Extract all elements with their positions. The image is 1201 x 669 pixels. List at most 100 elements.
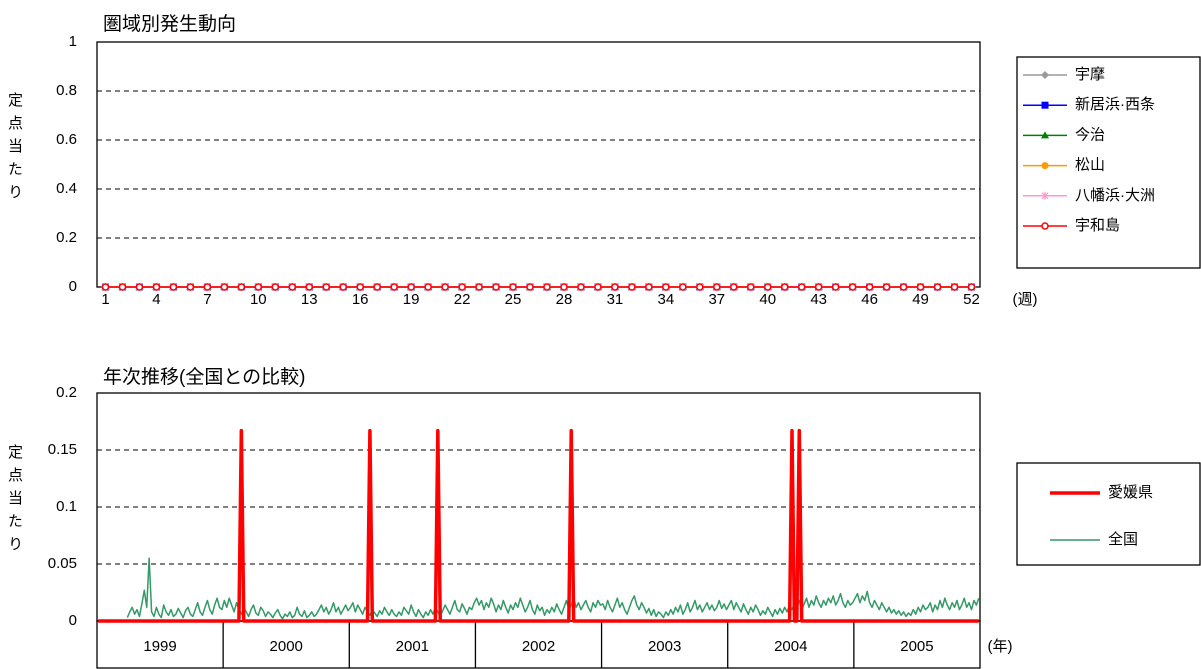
x-tick-label: 2004 — [774, 638, 807, 655]
marker — [254, 283, 263, 291]
legend-marker — [1041, 131, 1049, 139]
x-tick-label: 37 — [708, 291, 725, 308]
x-tick-label: 2002 — [522, 638, 555, 655]
x-tick-label: 13 — [301, 291, 318, 308]
legend-label: 今治 — [1075, 126, 1105, 143]
legend-label: 愛媛県 — [1108, 484, 1153, 501]
y-tick-label: 0.8 — [56, 82, 77, 99]
legend-label: 松山 — [1075, 157, 1105, 174]
legend-label: 八幡浜·大洲 — [1075, 187, 1155, 204]
marker — [186, 283, 195, 291]
marker — [373, 283, 381, 291]
x-tick-label: 34 — [658, 291, 675, 308]
marker — [645, 283, 653, 291]
x-tick-label: 40 — [759, 291, 776, 308]
y-tick-label: 0 — [69, 612, 77, 629]
legend-marker — [1041, 222, 1049, 230]
series-line — [126, 557, 980, 620]
marker — [594, 283, 602, 291]
marker — [509, 283, 517, 291]
marker — [441, 283, 449, 291]
y-tick-label: 0.05 — [48, 555, 77, 572]
y-tick-label: 0.2 — [56, 229, 77, 246]
chart-title: 圏域別発生動向 — [103, 13, 236, 35]
y-tick-label: 0.2 — [56, 384, 77, 401]
marker — [899, 283, 908, 291]
legend-label: 新居浜·西条 — [1075, 96, 1155, 113]
marker — [763, 283, 772, 291]
x-tick-label: 2005 — [900, 638, 933, 655]
marker — [797, 283, 806, 291]
marker — [865, 283, 874, 291]
marker — [560, 283, 568, 291]
y-axis-label: 定点当たり — [6, 92, 23, 207]
marker — [271, 283, 280, 291]
legend-marker — [1041, 191, 1049, 200]
marker — [322, 283, 330, 291]
marker — [662, 283, 670, 291]
marker — [882, 283, 891, 291]
marker — [780, 283, 789, 291]
marker — [967, 283, 976, 291]
x-tick-label: 46 — [861, 291, 878, 308]
legend-label: 宇摩 — [1075, 65, 1105, 83]
plot-frame — [96, 41, 981, 288]
marker — [339, 283, 347, 291]
x-tick-label: 1 — [101, 291, 109, 308]
marker — [814, 283, 823, 291]
x-axis-label: (年) — [988, 638, 1013, 655]
y-axis-label: 定点当たり — [6, 444, 23, 559]
marker — [730, 283, 738, 291]
marker — [356, 283, 364, 291]
marker — [950, 283, 959, 291]
y-tick-label: 0.4 — [56, 180, 77, 197]
marker — [611, 283, 619, 291]
x-tick-label: 2001 — [396, 638, 429, 655]
x-tick-label: 25 — [505, 291, 522, 308]
legend-marker — [1041, 162, 1049, 170]
marker — [916, 283, 925, 291]
x-tick-label: 16 — [352, 291, 369, 308]
marker — [543, 283, 551, 291]
marker — [933, 283, 942, 291]
marker — [475, 283, 483, 291]
x-tick-label: 22 — [454, 291, 471, 308]
marker — [492, 283, 500, 291]
x-tick-label: 52 — [963, 291, 980, 308]
x-tick-label: 43 — [810, 291, 827, 308]
marker — [831, 283, 840, 291]
y-tick-label: 0.6 — [56, 131, 77, 148]
marker — [848, 283, 857, 291]
marker — [220, 283, 229, 291]
marker — [101, 283, 110, 291]
marker — [679, 283, 687, 291]
marker — [458, 283, 466, 291]
marker — [237, 283, 246, 291]
marker — [169, 283, 178, 291]
marker — [577, 283, 585, 291]
marker — [696, 283, 704, 291]
x-tick-label: 28 — [556, 291, 573, 308]
legend-box — [1016, 56, 1201, 269]
legend-label: 宇和島 — [1075, 217, 1120, 234]
legend-box — [1016, 462, 1201, 566]
chart-title: 年次推移(全国との比較) — [103, 366, 305, 388]
marker — [152, 283, 161, 291]
legend-label: 全国 — [1108, 530, 1138, 548]
marker — [203, 283, 212, 291]
x-tick-label: 2000 — [270, 638, 303, 655]
marker — [118, 283, 127, 291]
y-tick-label: 0.1 — [56, 498, 77, 515]
marker — [407, 283, 415, 291]
x-tick-label: 10 — [250, 291, 267, 308]
legend-marker — [1041, 101, 1049, 109]
marker — [747, 283, 755, 291]
x-tick-label: 31 — [607, 291, 624, 308]
x-tick-label: 49 — [912, 291, 929, 308]
series-line — [98, 428, 979, 623]
x-tick-label: 7 — [203, 291, 211, 308]
marker — [628, 283, 636, 291]
y-tick-label: 1 — [69, 33, 77, 50]
x-tick-label: 1999 — [143, 638, 176, 655]
